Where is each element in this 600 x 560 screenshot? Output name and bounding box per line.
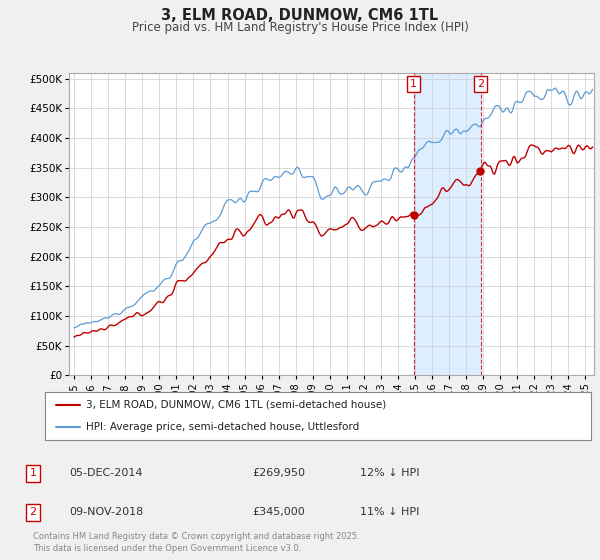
Text: 05-DEC-2014: 05-DEC-2014 <box>69 468 143 478</box>
Text: £269,950: £269,950 <box>252 468 305 478</box>
Text: Price paid vs. HM Land Registry's House Price Index (HPI): Price paid vs. HM Land Registry's House … <box>131 21 469 34</box>
Text: 3, ELM ROAD, DUNMOW, CM6 1TL: 3, ELM ROAD, DUNMOW, CM6 1TL <box>161 8 439 24</box>
Text: 3, ELM ROAD, DUNMOW, CM6 1TL (semi-detached house): 3, ELM ROAD, DUNMOW, CM6 1TL (semi-detac… <box>86 400 386 410</box>
Text: 12% ↓ HPI: 12% ↓ HPI <box>360 468 419 478</box>
Text: Contains HM Land Registry data © Crown copyright and database right 2025.
This d: Contains HM Land Registry data © Crown c… <box>33 533 359 553</box>
Bar <box>413 73 481 375</box>
Text: 1: 1 <box>410 79 417 88</box>
Text: 2: 2 <box>29 507 37 517</box>
Text: HPI: Average price, semi-detached house, Uttlesford: HPI: Average price, semi-detached house,… <box>86 422 359 432</box>
Text: £345,000: £345,000 <box>252 507 305 517</box>
Text: 2: 2 <box>477 79 484 88</box>
Text: 09-NOV-2018: 09-NOV-2018 <box>69 507 143 517</box>
Text: 1: 1 <box>29 468 37 478</box>
Text: 11% ↓ HPI: 11% ↓ HPI <box>360 507 419 517</box>
